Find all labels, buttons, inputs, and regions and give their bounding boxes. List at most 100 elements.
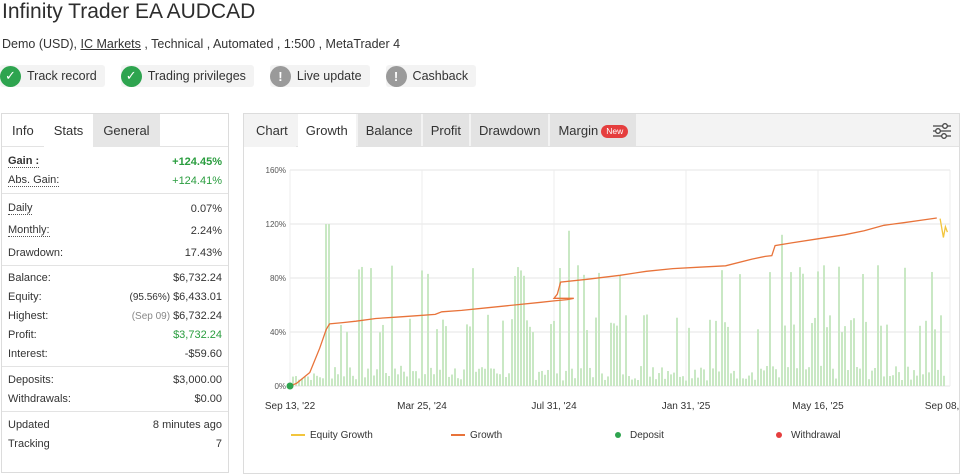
- activity-bar: [640, 366, 642, 386]
- deposit-marker: [286, 382, 294, 390]
- activity-bar: [346, 331, 348, 386]
- badge-trading-privileges[interactable]: ✓ Trading privileges: [120, 65, 254, 87]
- activity-bar: [418, 378, 420, 386]
- deposit-dot: [615, 432, 621, 438]
- y-tick-label: 80%: [270, 274, 286, 283]
- activity-bar: [406, 376, 408, 386]
- activity-bar: [922, 374, 924, 386]
- tab-stats[interactable]: Stats: [43, 114, 94, 147]
- withdrawal-dot: [776, 432, 782, 438]
- growth-chart[interactable]: 0% 40% 80% 120% 160% Sep 13, '22 Mar 25, '24 Ju…: [244, 148, 959, 428]
- activity-bar: [529, 326, 531, 386]
- stat-highest: Highest: (Sep 09) $6,732.24: [8, 306, 222, 325]
- activity-bar: [451, 374, 453, 386]
- activity-bar: [358, 269, 360, 386]
- activity-bar: [733, 370, 735, 386]
- badge-label: Trading privileges: [147, 69, 246, 83]
- activity-bar: [496, 373, 498, 386]
- stat-abs-gain: Abs. Gain: +124.41%: [8, 171, 222, 190]
- activity-bar: [907, 366, 909, 386]
- activity-bar: [397, 374, 399, 386]
- activity-bar: [628, 376, 630, 386]
- withdrawals-value: $0.00: [194, 392, 222, 405]
- tab-growth[interactable]: Growth: [297, 114, 356, 147]
- activity-bar: [847, 370, 849, 386]
- legend-growth-label: Growth: [470, 429, 503, 441]
- exclamation-icon: !: [385, 65, 407, 87]
- activity-bar: [292, 376, 294, 386]
- activity-bar: [709, 319, 711, 386]
- activity-bar: [526, 320, 528, 386]
- gain-label[interactable]: Gain :: [8, 155, 40, 168]
- chart-tabs: Chart Growth Balance Profit Drawdown Mar…: [244, 114, 959, 147]
- daily-label[interactable]: Daily: [8, 202, 33, 215]
- activity-bar: [796, 368, 798, 386]
- monthly-label[interactable]: Monthly:: [8, 224, 50, 237]
- activity-bar: [586, 330, 588, 386]
- activity-bar: [364, 377, 366, 386]
- tab-info[interactable]: Info: [12, 123, 34, 138]
- activity-bar: [868, 379, 870, 386]
- performance-group: Daily 0.07% Monthly: 2.24% Drawdown: 17.…: [2, 194, 228, 266]
- activity-bar: [856, 367, 858, 386]
- tab-margin[interactable]: Margin New: [550, 114, 637, 147]
- stat-updated: Updated 8 minutes ago: [8, 415, 222, 434]
- tab-balance[interactable]: Balance: [357, 114, 421, 147]
- updated-value: 8 minutes ago: [152, 418, 222, 431]
- legend-withdrawal[interactable]: Withdrawal: [776, 428, 840, 442]
- legend-equity-growth[interactable]: Equity Growth: [291, 428, 373, 442]
- activity-bar: [859, 368, 861, 386]
- activity-bar: [937, 369, 939, 386]
- deposits-group: Deposits: $3,000.00 Withdrawals: $0.00: [2, 367, 228, 412]
- activity-bar: [718, 371, 720, 386]
- equity-percent: (95.56%): [129, 291, 171, 303]
- activity-bar: [475, 371, 477, 386]
- activity-bar: [400, 365, 402, 386]
- activity-bar: [853, 318, 855, 386]
- legend-growth[interactable]: Growth: [451, 428, 502, 442]
- badge-live-update[interactable]: ! Live update: [269, 65, 370, 87]
- activity-bar: [616, 325, 618, 386]
- activity-bar: [637, 380, 639, 386]
- balance-group: Balance: $6,732.24 Equity: (95.56%) $6,43…: [2, 266, 228, 367]
- tab-general[interactable]: General: [93, 114, 160, 147]
- exclamation-icon: !: [269, 65, 291, 87]
- broker-link[interactable]: IC Markets: [80, 37, 141, 51]
- activity-bar: [580, 368, 582, 386]
- chart-settings-icon[interactable]: [931, 121, 953, 141]
- badge-track-record[interactable]: ✓ Track record: [0, 65, 105, 87]
- activity-bar: [520, 270, 522, 386]
- abs-gain-value: +124.41%: [172, 174, 222, 187]
- activity-bar: [799, 267, 801, 386]
- legend-deposit[interactable]: Deposit: [615, 428, 664, 442]
- gain-group: Gain : +124.45% Abs. Gain: +124.41%: [2, 147, 228, 194]
- activity-bar: [811, 323, 813, 386]
- activity-bar: [787, 367, 789, 386]
- tab-chart[interactable]: Chart: [244, 114, 296, 147]
- legend-deposit-label: Deposit: [630, 429, 664, 441]
- activity-bar: [835, 378, 837, 386]
- stat-tracking: Tracking 7: [8, 434, 222, 453]
- activity-bar: [820, 365, 822, 386]
- activity-bar: [829, 315, 831, 386]
- badge-cashback[interactable]: ! Cashback: [385, 65, 477, 87]
- deposits-label: Deposits:: [8, 373, 54, 386]
- y-tick-label: 0%: [274, 382, 286, 391]
- activity-bar: [349, 367, 351, 386]
- tab-profit[interactable]: Profit: [422, 114, 470, 147]
- activity-bar: [511, 319, 513, 386]
- activity-bar: [439, 369, 441, 386]
- activity-bar: [871, 370, 873, 386]
- activity-bar: [310, 379, 312, 386]
- activity-bar: [502, 320, 504, 386]
- x-tick-label: Mar 25, '24: [397, 401, 447, 412]
- activity-bar: [805, 369, 807, 386]
- activity-bar: [817, 271, 819, 386]
- activity-bar: [307, 376, 309, 386]
- activity-bar: [388, 375, 390, 386]
- abs-gain-label[interactable]: Abs. Gain:: [8, 174, 60, 187]
- activity-bar: [460, 379, 462, 386]
- stat-profit: Profit: $3,732.24: [8, 325, 222, 344]
- tab-drawdown[interactable]: Drawdown: [471, 114, 549, 147]
- activity-bar: [931, 271, 933, 386]
